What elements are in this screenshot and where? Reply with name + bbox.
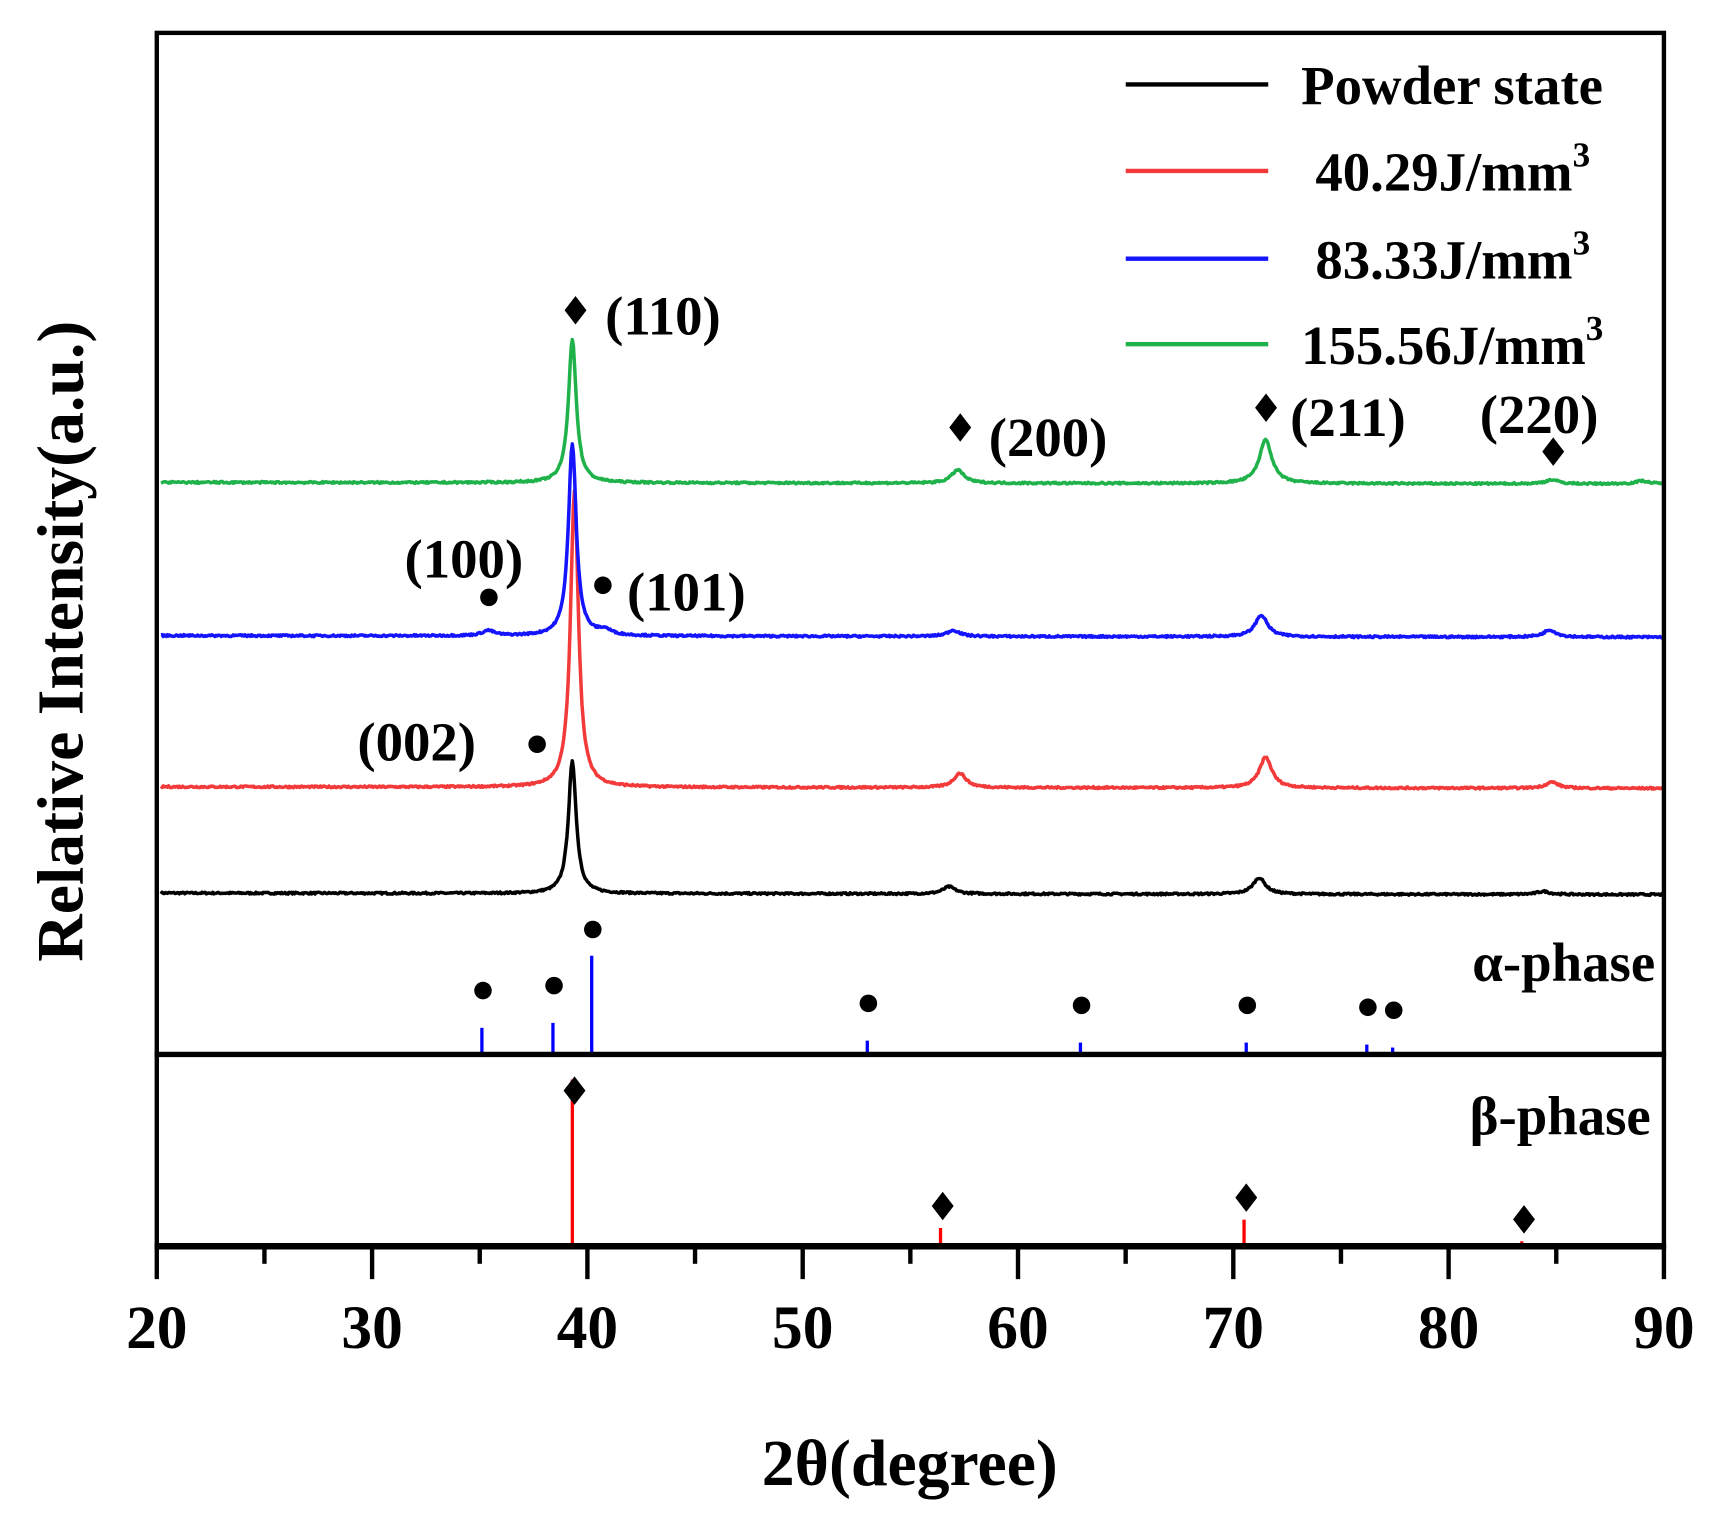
annotation-110: (110) [605, 285, 721, 346]
tick-label: 20 [126, 1294, 187, 1362]
circle-marker-icon [594, 576, 612, 595]
annotation-002: (002) [357, 712, 476, 773]
annotation-211: (211) [1290, 387, 1406, 448]
beta-diamond-marker-icon [563, 1076, 586, 1105]
alpha-circle-marker-icon [859, 994, 878, 1013]
annotation-100: (100) [405, 529, 524, 590]
series-line-3 [160, 337, 1664, 487]
tick-label: 70 [1203, 1294, 1264, 1362]
tick-label: 40 [557, 1294, 618, 1362]
annotation-101: (101) [627, 562, 746, 623]
legend-label-155: 155.56J/mm3 [1301, 309, 1603, 376]
diamond-marker-icon [564, 295, 587, 325]
legend-label-40-text: 40.29J/mm [1315, 142, 1572, 203]
circle-marker-icon [480, 588, 498, 607]
alpha-circle-marker-icon [584, 920, 602, 939]
legend-label-83-text: 83.33J/mm [1315, 229, 1572, 290]
x-ticks [154, 1246, 1667, 1280]
beta-diamond-marker-icon [1235, 1183, 1258, 1212]
tick-label: 60 [987, 1294, 1048, 1362]
superscript: 3 [1573, 136, 1591, 175]
diamond-marker-icon [949, 413, 972, 442]
alpha-circle-marker-icon [1384, 1001, 1403, 1020]
alpha-circle-marker-icon [474, 981, 492, 1000]
alpha-circle-marker-icon [1359, 998, 1377, 1017]
alpha-circle-marker-icon [1072, 996, 1091, 1015]
series-line-1 [159, 488, 1664, 791]
peak-annotations: (110) (200) (211) (220) (100) (101) (002… [357, 285, 1598, 772]
beta-diamond-marker-icon [1513, 1205, 1535, 1234]
legend-label-powder: Powder state [1301, 55, 1603, 116]
y-axis-label: Relative Intensity(a.u.) [24, 321, 97, 962]
reference-sticks [474, 920, 1535, 1247]
annotation-200: (200) [989, 407, 1108, 468]
tick-label: 80 [1418, 1294, 1479, 1362]
annotation-220: (220) [1480, 384, 1599, 445]
diamond-marker-icon [1542, 437, 1565, 466]
legend: Powder state 40.29J/mm3 83.33J/mm3 155.5… [1125, 55, 1603, 376]
legend-label-40: 40.29J/mm3 [1315, 136, 1590, 203]
diamond-marker-icon [1255, 393, 1277, 422]
legend-label-155-text: 155.56J/mm [1301, 315, 1586, 376]
beta-diamond-marker-icon [931, 1191, 954, 1221]
superscript: 3 [1573, 223, 1591, 262]
beta-phase-label: β-phase [1470, 1085, 1651, 1146]
circle-marker-icon [528, 735, 546, 754]
x-axis-label: 2θ(degree) [762, 1427, 1058, 1500]
tick-label: 50 [772, 1294, 833, 1362]
series-line-2 [160, 442, 1665, 640]
alpha-circle-marker-icon [1238, 996, 1257, 1015]
alpha-phase-label: α-phase [1472, 932, 1655, 993]
tick-label: 30 [341, 1294, 402, 1362]
traces [159, 337, 1665, 898]
plot-frame [154, 30, 1667, 1249]
tick-label: 90 [1633, 1294, 1694, 1362]
legend-label-83: 83.33J/mm3 [1315, 223, 1590, 290]
superscript: 3 [1586, 309, 1604, 348]
alpha-circle-marker-icon [545, 976, 563, 995]
x-tick-labels: 20 30 40 50 60 70 80 90 [126, 1294, 1695, 1362]
series-line-0 [159, 759, 1664, 898]
